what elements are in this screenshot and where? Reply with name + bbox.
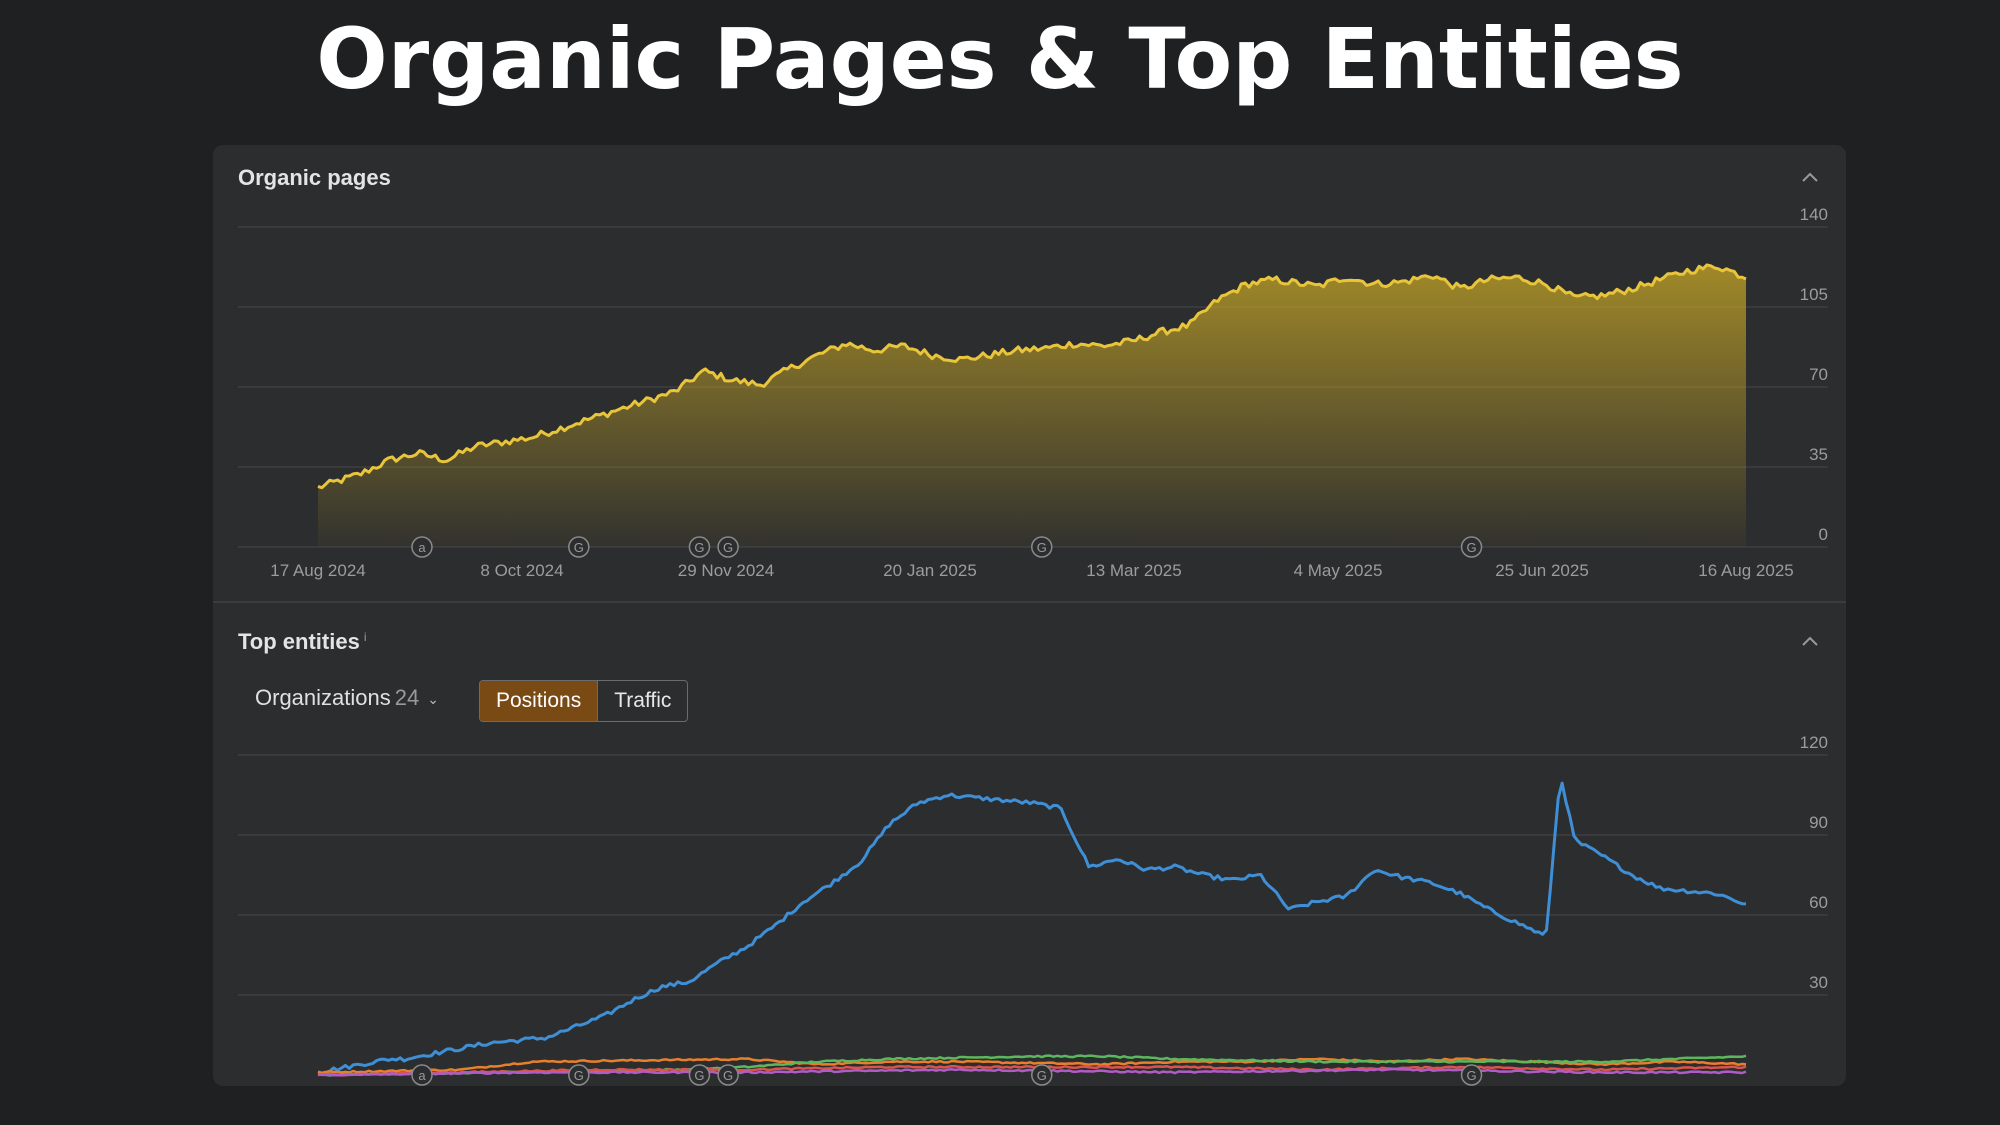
entities-series-line-4	[317, 1065, 1747, 1077]
entity-type-dropdown[interactable]: Organizations 24 ⌄	[255, 685, 439, 711]
info-icon[interactable]: i	[363, 629, 367, 644]
entities-annotation-marker[interactable]: a	[411, 1064, 433, 1086]
organic-pages-title: Organic pages	[238, 165, 391, 190]
organic-x-tick-label: 17 Aug 2024	[270, 561, 365, 580]
organic-annotation-marker[interactable]: G	[568, 536, 590, 558]
svg-text:G: G	[574, 540, 584, 555]
organic-annotation-marker[interactable]: G	[717, 536, 739, 558]
entities-annotation-marker[interactable]: G	[1460, 1064, 1483, 1086]
organic-y-tick-label: 0	[1819, 525, 1828, 544]
entity-type-count: 24	[394, 685, 420, 710]
svg-text:a: a	[418, 540, 426, 555]
traffic-toggle-button[interactable]: Traffic	[614, 689, 672, 712]
entities-annotation-marker[interactable]: G	[1031, 1064, 1053, 1086]
svg-text:G: G	[1037, 540, 1047, 555]
organic-y-tick-label: 105	[1800, 285, 1828, 304]
organic-y-tick-label: 35	[1809, 445, 1828, 464]
svg-text:G: G	[723, 1068, 733, 1083]
entities-annotation-marker[interactable]: G	[568, 1064, 590, 1086]
svg-text:G: G	[694, 1068, 704, 1083]
entity-type-label: Organizations	[255, 685, 391, 710]
svg-text:G: G	[694, 540, 704, 555]
analytics-card: Organic pages Top entities i Organization…	[213, 145, 1846, 1086]
metric-toggle: Positions Traffic	[479, 680, 689, 722]
entities-series-line-1	[317, 781, 1747, 1076]
entities-y-tick-label: 90	[1809, 813, 1828, 832]
organic-x-tick-label: 29 Nov 2024	[678, 561, 774, 580]
svg-text:G: G	[1466, 540, 1476, 555]
chevron-down-icon: ⌄	[427, 690, 439, 707]
entities-y-tick-label: 60	[1809, 893, 1828, 912]
entities-series-line-5	[317, 1067, 1747, 1077]
page-title: Organic Pages & Top Entities	[316, 10, 1684, 108]
organic-y-tick-label: 140	[1800, 205, 1828, 224]
top-entities-label: Top entities	[238, 629, 360, 654]
organic-annotation-marker[interactable]: G	[688, 536, 711, 558]
organic-annotation-marker[interactable]: G	[1031, 536, 1053, 558]
collapse-entities-chevron-up-icon[interactable]	[1799, 631, 1821, 653]
svg-text:G: G	[574, 1068, 584, 1083]
svg-text:G: G	[1466, 1068, 1476, 1083]
organic-pages-chart: 0 35 70 105 140 17 Aug 2024 8 Oct 2024 29 Nov 2…	[238, 205, 1828, 580]
svg-text:G: G	[723, 540, 733, 555]
organic-annotation-marker[interactable]: G	[1460, 536, 1483, 558]
organic-x-tick-label: 4 May 2025	[1294, 561, 1383, 580]
organic-series-area	[318, 264, 1746, 547]
organic-annotation-marker[interactable]: a	[411, 536, 433, 558]
entities-annotation-marker[interactable]: G	[717, 1064, 739, 1086]
entities-y-tick-label: 30	[1809, 973, 1828, 992]
organic-x-tick-label: 13 Mar 2025	[1086, 561, 1181, 580]
top-entities-title: Top entities i	[238, 629, 367, 655]
positions-toggle-button[interactable]: Positions	[480, 681, 599, 721]
svg-text:a: a	[418, 1068, 426, 1083]
organic-x-tick-label: 8 Oct 2024	[480, 561, 563, 580]
section-divider	[213, 601, 1846, 603]
organic-x-tick-label: 25 Jun 2025	[1495, 561, 1589, 580]
organic-series-line-1	[317, 263, 1747, 490]
organic-x-tick-label: 20 Jan 2025	[883, 561, 977, 580]
top-entities-chart: 30 60 90 120 a G G G G G	[238, 733, 1828, 1086]
entities-annotation-marker[interactable]: G	[688, 1064, 711, 1086]
entities-y-tick-label: 120	[1800, 733, 1828, 752]
collapse-organic-chevron-up-icon[interactable]	[1799, 167, 1821, 189]
svg-text:G: G	[1037, 1068, 1047, 1083]
organic-y-tick-label: 70	[1809, 365, 1828, 384]
organic-x-tick-label: 16 Aug 2025	[1698, 561, 1793, 580]
